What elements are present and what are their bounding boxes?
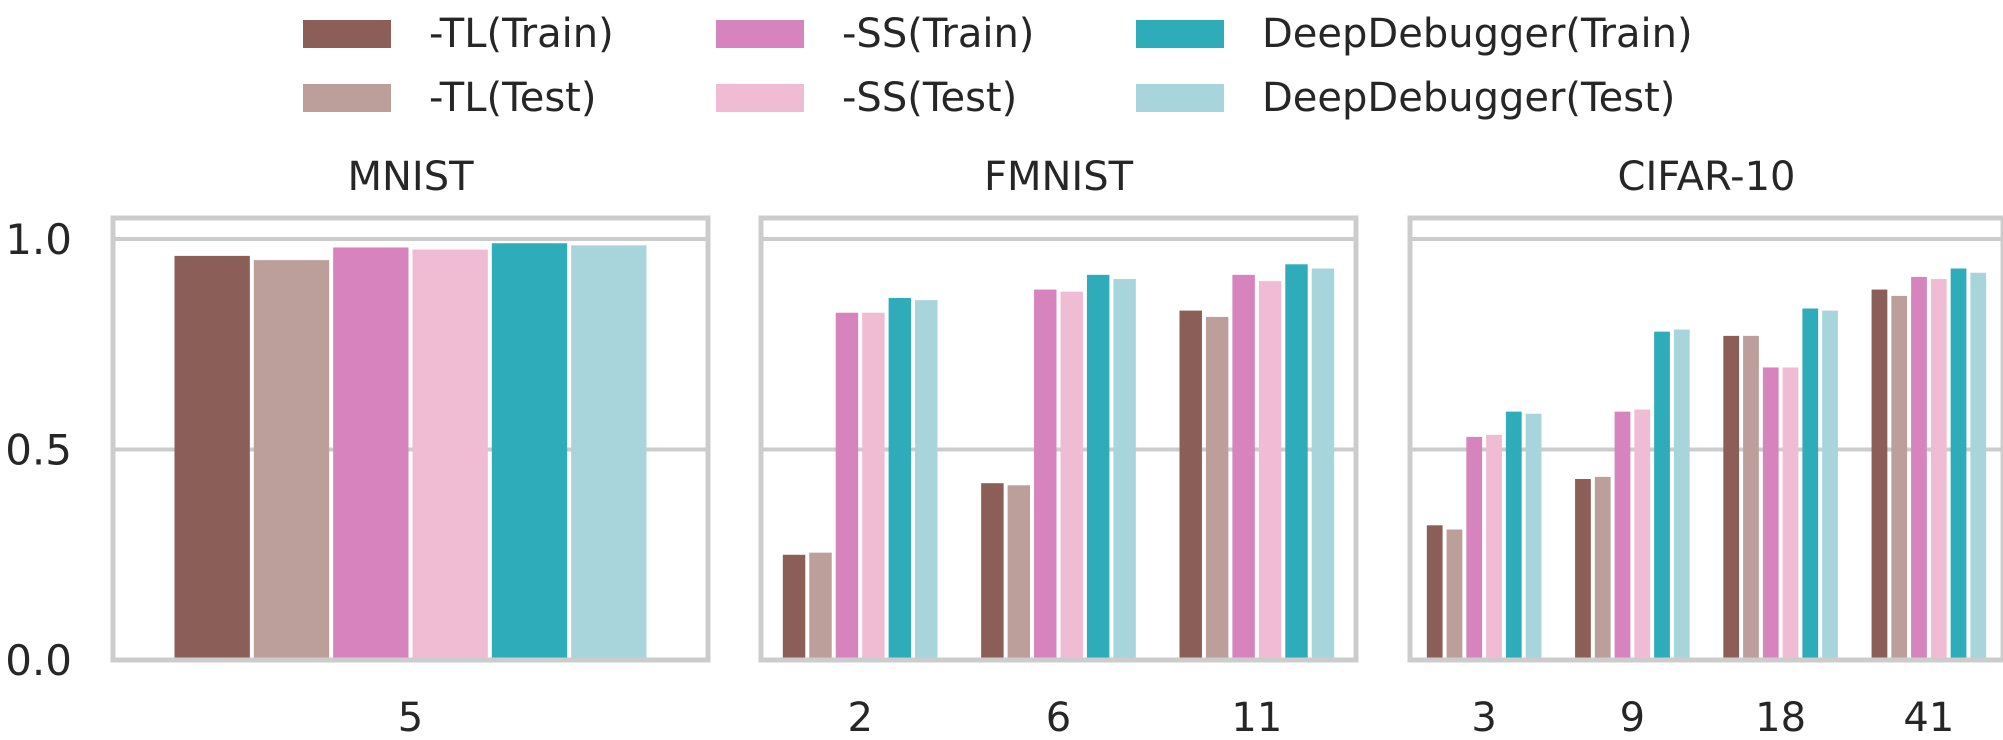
bar bbox=[888, 297, 912, 660]
bar bbox=[1086, 274, 1110, 660]
bar bbox=[1802, 308, 1819, 660]
legend-label: DeepDebugger(Test) bbox=[1262, 75, 1675, 121]
bar bbox=[174, 255, 250, 660]
bar bbox=[1007, 485, 1031, 660]
y-tick-label: 1.0 bbox=[5, 215, 72, 264]
bar bbox=[915, 300, 938, 660]
axes-frame bbox=[758, 215, 1359, 663]
legend-swatch bbox=[1136, 20, 1224, 48]
bar bbox=[1762, 367, 1779, 660]
legend-label: -SS(Test) bbox=[842, 75, 1017, 121]
axes-frame bbox=[1407, 215, 2003, 663]
legend-label: DeepDebugger(Train) bbox=[1262, 11, 1693, 57]
bar bbox=[1205, 316, 1229, 660]
panel-title: CIFAR-10 bbox=[1618, 154, 1796, 200]
bar bbox=[1426, 525, 1443, 660]
bar bbox=[1673, 329, 1690, 660]
bar bbox=[1505, 411, 1522, 660]
bar bbox=[1311, 268, 1335, 660]
legend-swatch bbox=[1136, 84, 1224, 112]
panel-title: MNIST bbox=[347, 154, 474, 200]
bar bbox=[333, 247, 409, 660]
bar bbox=[1525, 413, 1542, 660]
x-tick-label: 18 bbox=[1755, 695, 1806, 740]
bar bbox=[1822, 310, 1838, 660]
x-tick-label: 3 bbox=[1471, 695, 1496, 740]
bar bbox=[1486, 434, 1502, 660]
panels: 5 MNIST 2 6 11 FMNIST 3 9 18 41 CIFAR-10 0.0 0.5 1.0 bbox=[5, 154, 2003, 740]
y-tick-label: 0.5 bbox=[5, 426, 72, 475]
bar bbox=[1034, 289, 1057, 660]
x-tick-label: 2 bbox=[847, 695, 872, 740]
y-tick-label: 0.0 bbox=[5, 636, 72, 685]
bar bbox=[1723, 335, 1740, 660]
bar bbox=[1285, 264, 1308, 660]
legend-label: -SS(Train) bbox=[842, 11, 1034, 57]
bar bbox=[1232, 274, 1255, 660]
bar bbox=[1258, 281, 1282, 660]
legend-swatch bbox=[716, 84, 804, 112]
legend: -TL(Train) -TL(Test) -SS(Train) -SS(Test) De… bbox=[303, 11, 1693, 121]
x-tick-label: 41 bbox=[1903, 695, 1954, 740]
bar bbox=[809, 552, 832, 660]
bar bbox=[412, 249, 488, 661]
bar bbox=[491, 243, 568, 660]
bar bbox=[1970, 272, 1987, 660]
axes-frame bbox=[110, 215, 711, 663]
bar bbox=[1575, 478, 1591, 660]
bar bbox=[1179, 310, 1202, 660]
bar bbox=[1446, 529, 1463, 660]
panel: 5 MNIST bbox=[110, 154, 711, 740]
bar bbox=[1634, 409, 1651, 660]
bar bbox=[1891, 295, 1908, 660]
x-tick-label: 5 bbox=[398, 695, 423, 740]
bar bbox=[1113, 279, 1136, 660]
x-tick-label: 11 bbox=[1231, 695, 1282, 740]
x-tick-label: 6 bbox=[1046, 695, 1071, 740]
bar bbox=[1930, 279, 1947, 660]
legend-swatch bbox=[716, 20, 804, 48]
bar bbox=[782, 554, 806, 660]
legend-label: -TL(Train) bbox=[429, 11, 614, 57]
panel-title: FMNIST bbox=[984, 154, 1134, 200]
bar bbox=[1654, 331, 1670, 660]
panel: 2 6 11 FMNIST bbox=[758, 154, 1359, 740]
bar bbox=[1060, 291, 1083, 660]
bar bbox=[835, 312, 859, 660]
bar bbox=[862, 312, 885, 660]
bar bbox=[1782, 367, 1799, 660]
bar bbox=[1911, 276, 1927, 660]
bar bbox=[1594, 476, 1611, 660]
bar bbox=[1743, 335, 1759, 660]
bar bbox=[571, 245, 647, 660]
legend-swatch bbox=[303, 20, 391, 48]
bar bbox=[1950, 268, 1967, 660]
legend-swatch bbox=[303, 84, 391, 112]
x-tick-label: 9 bbox=[1620, 695, 1645, 740]
bar bbox=[253, 260, 330, 660]
panel: 3 9 18 41 CIFAR-10 bbox=[1407, 154, 2003, 740]
bar bbox=[1466, 436, 1483, 660]
bar bbox=[1871, 289, 1888, 660]
bar bbox=[1614, 411, 1631, 660]
bar bbox=[981, 483, 1004, 660]
legend-label: -TL(Test) bbox=[429, 75, 596, 121]
